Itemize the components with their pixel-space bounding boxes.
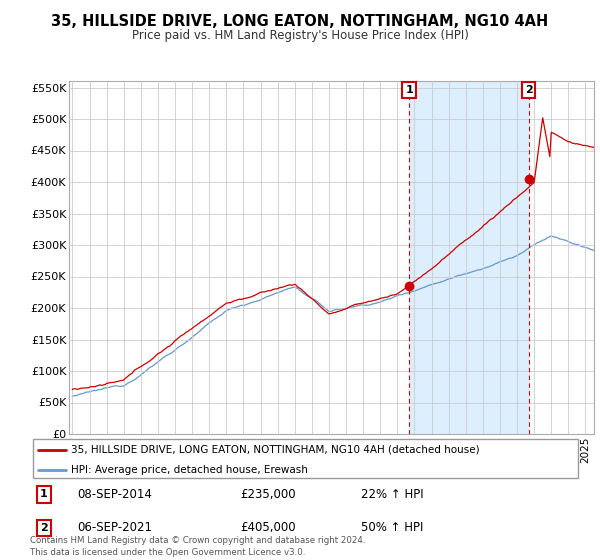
Text: 08-SEP-2014: 08-SEP-2014 [77,488,152,501]
Text: 2: 2 [40,523,47,533]
Text: 2: 2 [524,85,532,95]
Bar [409,81,529,434]
Text: 35, HILLSIDE DRIVE, LONG EATON, NOTTINGHAM, NG10 4AH (detached house): 35, HILLSIDE DRIVE, LONG EATON, NOTTINGH… [71,445,480,455]
FancyBboxPatch shape [33,439,578,478]
Text: 1: 1 [405,85,413,95]
Text: 06-SEP-2021: 06-SEP-2021 [77,521,152,534]
Text: 1: 1 [40,489,47,500]
Text: Contains HM Land Registry data © Crown copyright and database right 2024.
This d: Contains HM Land Registry data © Crown c… [30,536,365,557]
Text: £235,000: £235,000 [240,488,295,501]
Text: £405,000: £405,000 [240,521,295,534]
Text: 22% ↑ HPI: 22% ↑ HPI [361,488,424,501]
Text: Price paid vs. HM Land Registry's House Price Index (HPI): Price paid vs. HM Land Registry's House … [131,29,469,42]
Text: 35, HILLSIDE DRIVE, LONG EATON, NOTTINGHAM, NG10 4AH: 35, HILLSIDE DRIVE, LONG EATON, NOTTINGH… [52,14,548,29]
Text: HPI: Average price, detached house, Erewash: HPI: Average price, detached house, Erew… [71,465,308,475]
Text: 50% ↑ HPI: 50% ↑ HPI [361,521,424,534]
